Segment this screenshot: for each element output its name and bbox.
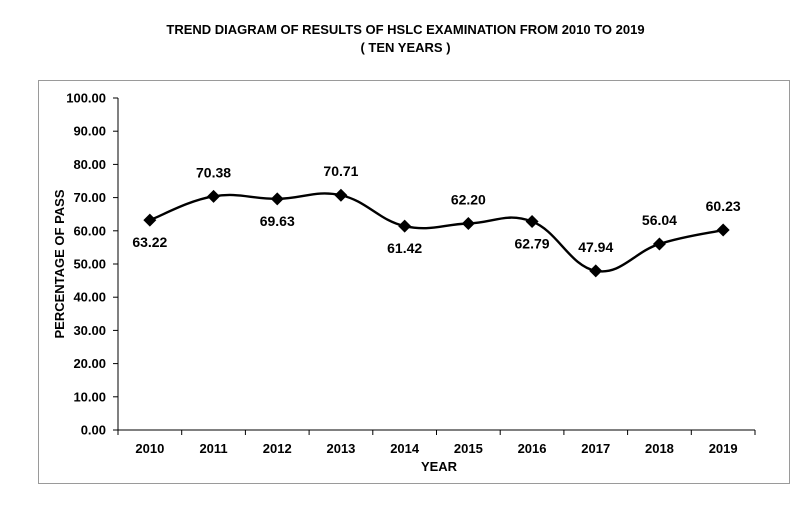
data-point [207,189,221,203]
x-tick-label: 2011 [199,441,227,456]
x-axis-label: YEAR [421,459,458,474]
y-tick-label: 50.00 [73,257,106,272]
data-point [716,223,730,237]
x-tick-label: 2016 [518,441,547,456]
data-point [334,188,348,202]
data-label: 47.94 [578,239,613,255]
data-label: 70.71 [323,163,358,179]
x-tick-label: 2012 [263,441,292,456]
data-point [461,216,475,230]
data-label: 63.22 [132,234,167,250]
y-tick-label: 0.00 [81,423,106,438]
data-label: 56.04 [642,212,677,228]
x-tick-label: 2017 [581,441,610,456]
data-label: 61.42 [387,240,422,256]
y-tick-label: 10.00 [73,389,106,404]
y-axis-ticks: 0.00 10.00 20.00 30.00 40.00 50.00 60.00 70.00 8… [66,91,118,438]
chart-title: TREND DIAGRAM OF RESULTS OF HSLC EXAMINA… [166,22,645,37]
y-tick-label: 60.00 [73,223,106,238]
data-label: 60.23 [706,198,741,214]
y-tick-label: 100.00 [66,91,106,106]
y-tick-label: 30.00 [73,323,106,338]
data-point [589,264,603,278]
data-label: 62.79 [515,236,550,252]
axes [117,98,755,431]
x-axis-ticks: 2010 2011 2012 2013 2014 2015 2016 2017 2018 2019 [117,430,756,456]
chart-subtitle: ( TEN YEARS ) [360,40,451,55]
chart-frame [38,80,790,484]
y-tick-label: 90.00 [73,124,106,139]
data-label: 70.38 [196,164,231,180]
y-tick-label: 70.00 [73,190,106,205]
y-tick-label: 20.00 [73,356,106,371]
x-tick-label: 2015 [454,441,483,456]
x-tick-label: 2014 [390,441,420,456]
x-tick-label: 2010 [135,441,164,456]
data-point [398,219,412,233]
data-label: 69.63 [260,213,295,229]
x-tick-label: 2013 [326,441,355,456]
data-markers [143,188,730,278]
data-point [143,213,157,227]
data-point [525,215,539,229]
data-point [652,237,666,251]
data-labels: 63.22 70.38 69.63 70.71 61.42 62.20 62.79 47.94… [132,163,741,256]
y-tick-label: 40.00 [73,290,106,305]
data-label: 62.20 [451,191,486,207]
x-tick-label: 2018 [645,441,674,456]
data-point [270,192,284,206]
y-tick-label: 80.00 [73,157,106,172]
series-line [149,192,724,273]
y-axis-label: PERCENTAGE OF PASS [52,189,67,338]
x-tick-label: 2019 [709,441,738,456]
